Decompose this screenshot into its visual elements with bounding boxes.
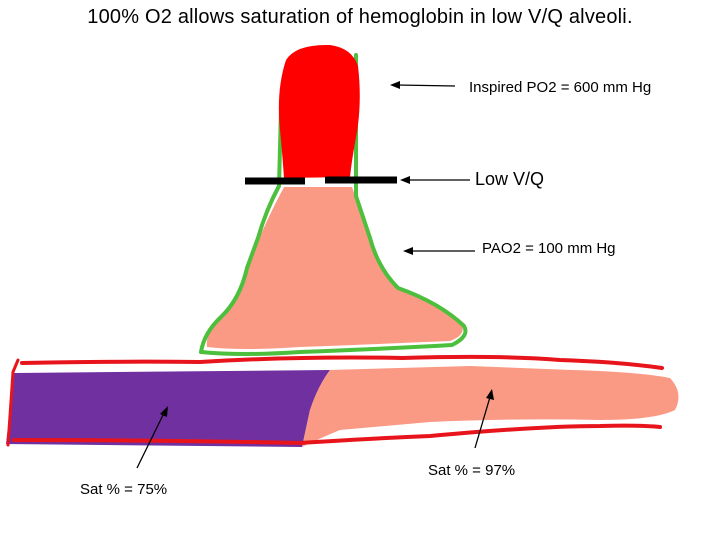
oxygenated-blood-segment <box>302 366 679 447</box>
slide-title: 100% O2 allows saturation of hemoglobin … <box>87 6 633 28</box>
capillary-upper-wall <box>20 354 664 370</box>
arrow-inspired <box>390 81 456 89</box>
label-low-vq: Low V/Q <box>475 169 545 189</box>
capillary-lower-wall <box>12 423 662 446</box>
inspired-gas <box>278 44 360 178</box>
arrow-sat-right <box>474 389 494 449</box>
capillary-left-end <box>6 358 20 447</box>
label-inspired-po2: Inspired PO2 = 600 mm Hg <box>469 79 652 96</box>
label-sat-97: Sat % = 97% <box>428 462 516 479</box>
arrow-pao2 <box>403 247 475 255</box>
arrow-low-vq <box>400 176 470 184</box>
alveolar-wall <box>199 53 468 356</box>
alveolus <box>206 187 463 349</box>
label-pao2: PAO2 = 100 mm Hg <box>482 240 616 257</box>
label-sat-75: Sat % = 75% <box>80 481 168 498</box>
arrow-sat-left <box>136 406 168 469</box>
deoxygenated-blood-segment <box>6 370 330 447</box>
